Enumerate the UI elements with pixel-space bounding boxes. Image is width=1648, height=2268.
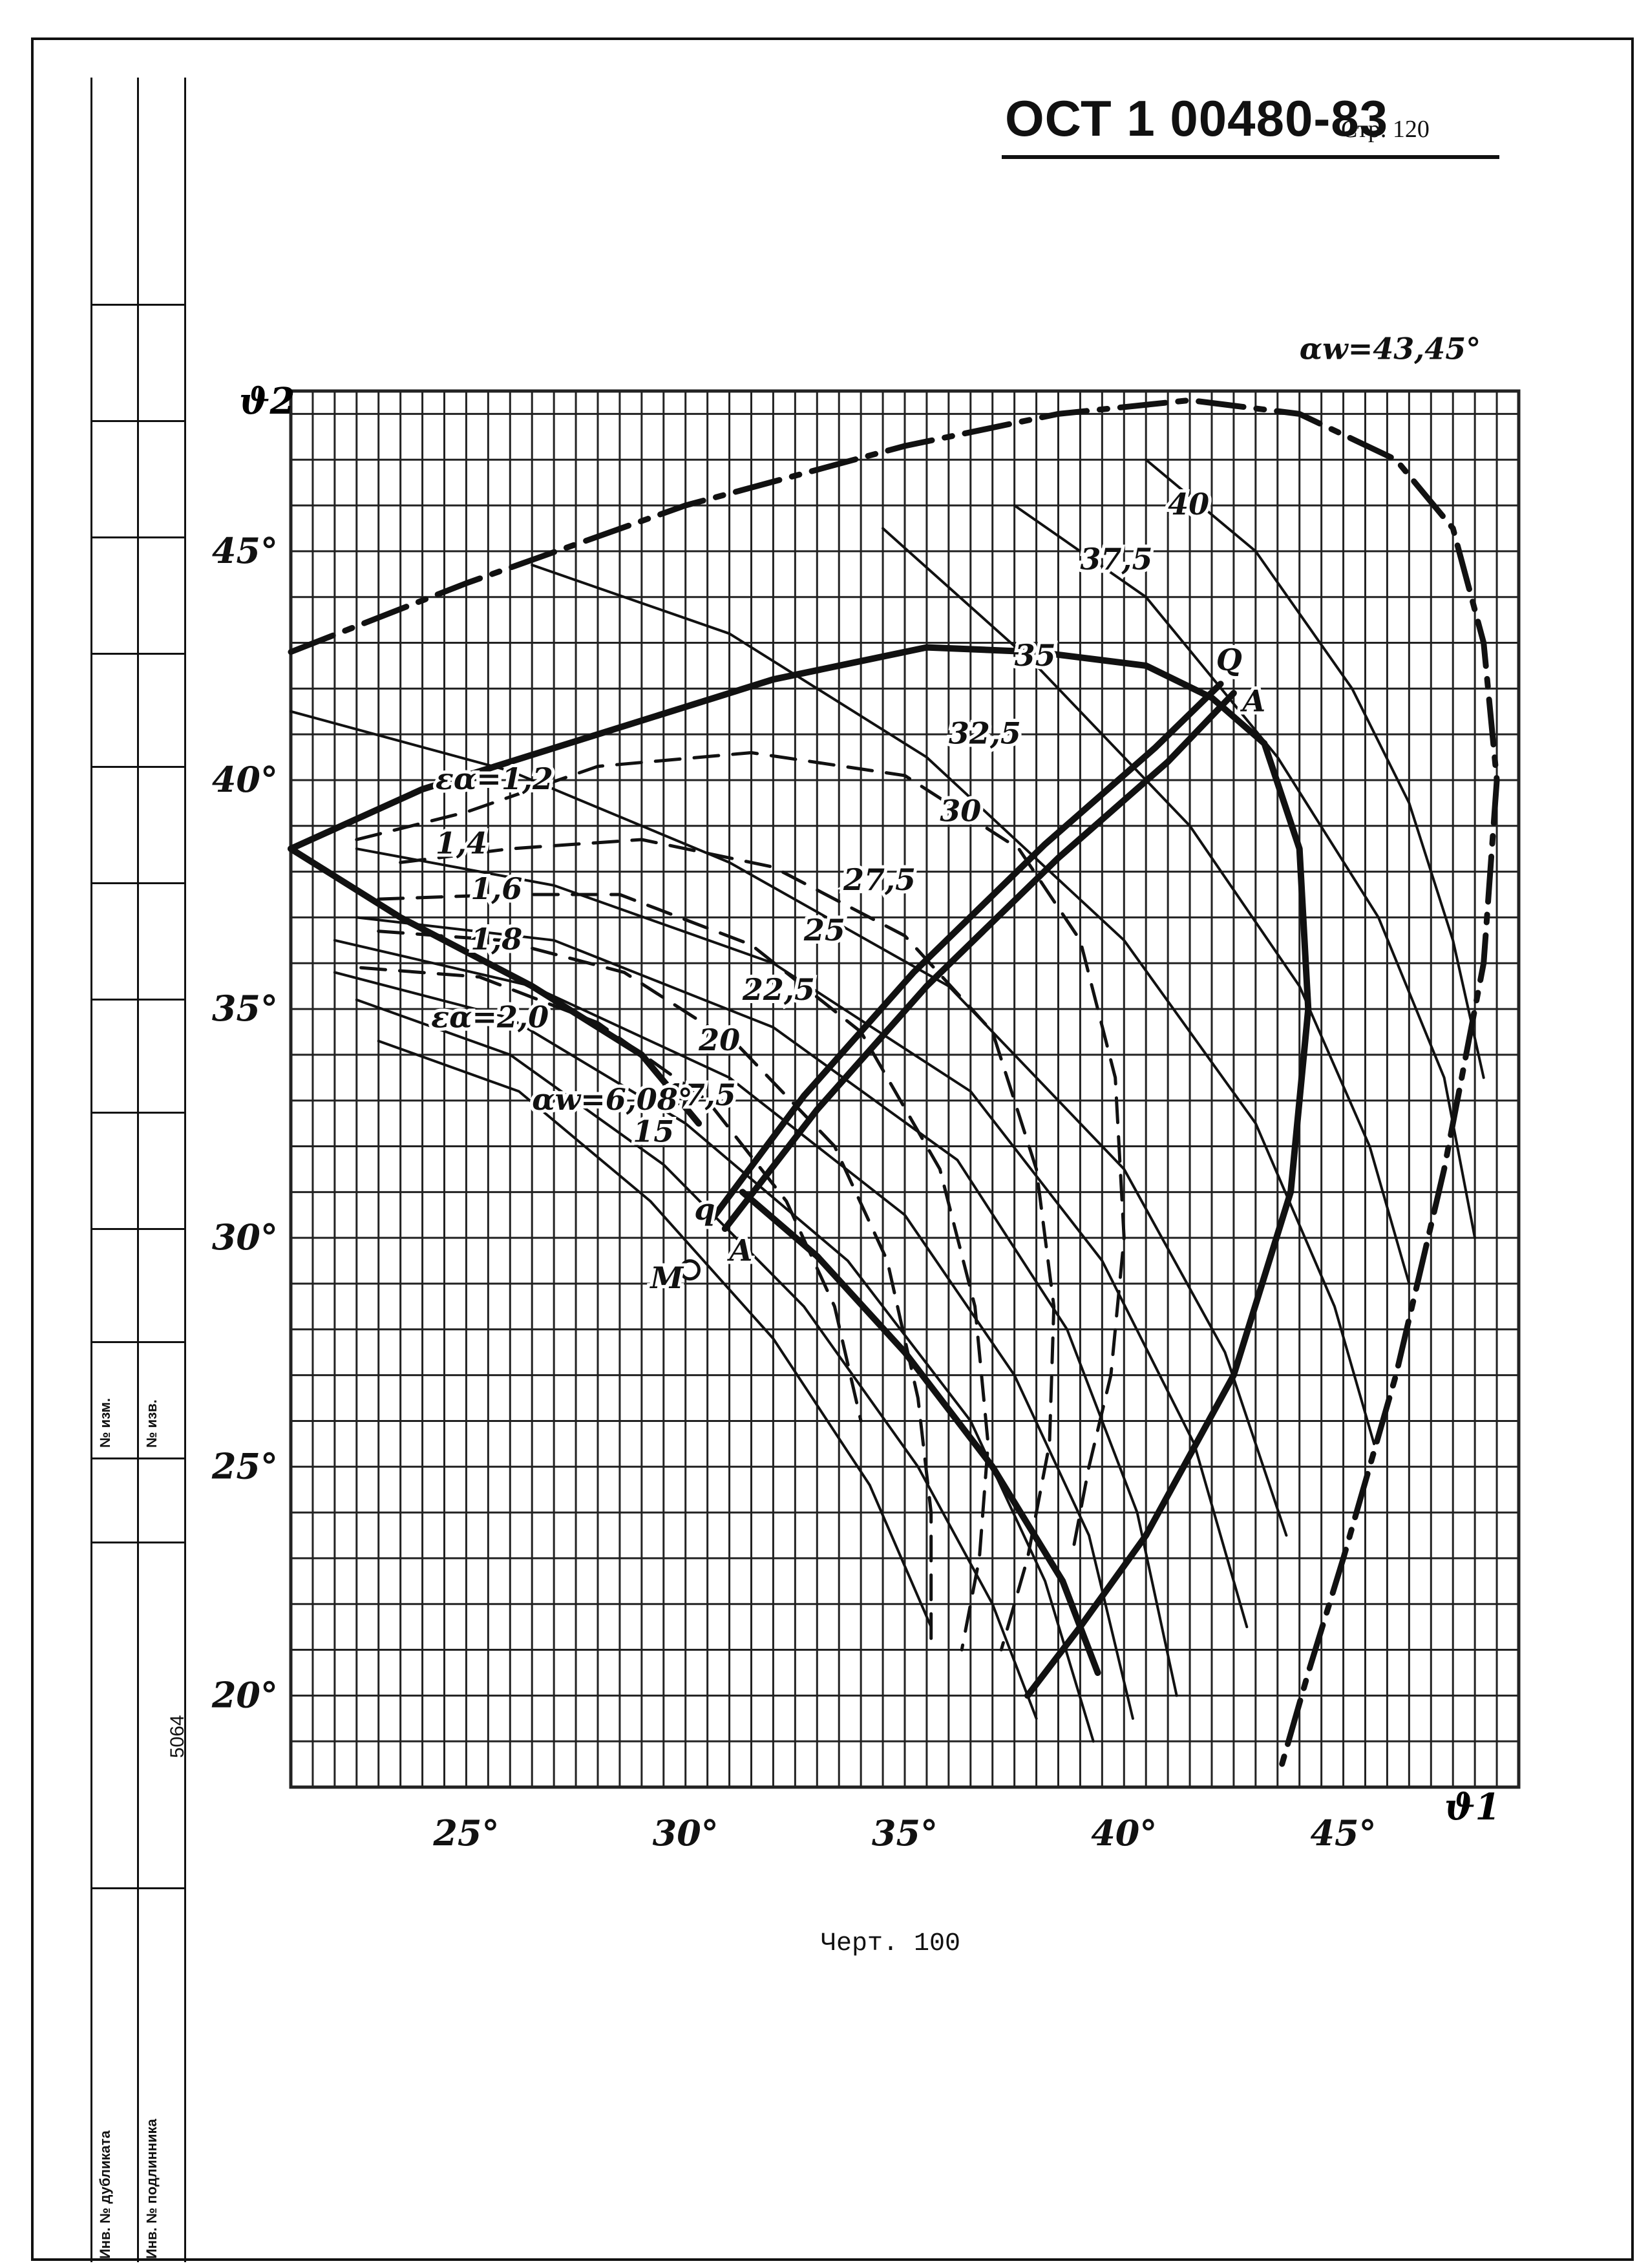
stamp-divider — [90, 304, 184, 306]
y-tick-label: 25° — [211, 1445, 278, 1487]
x-tick-label: 25° — [432, 1812, 499, 1854]
standard-number: ОСТ 1 00480-83 — [1005, 90, 1389, 147]
point-marker — [679, 1259, 701, 1281]
series-line-11 — [288, 397, 1500, 1768]
x-tick-label: 30° — [653, 1812, 719, 1854]
stamp-divider — [90, 1341, 184, 1343]
stamp-divider — [90, 420, 184, 422]
annotation-label: εα=2,0 — [431, 999, 549, 1034]
annotation-label: 17,5 — [664, 1077, 736, 1112]
series-line-2 — [882, 527, 1411, 1285]
stamp-divider — [90, 1887, 184, 1889]
x-tick-label: 35° — [872, 1812, 938, 1854]
x-axis-label: ϑ1 — [1444, 1786, 1501, 1828]
series-line-13 — [399, 838, 1056, 1651]
annotation-label: 15 — [633, 1114, 674, 1149]
series-line-18 — [288, 845, 703, 1127]
stamp-column-right — [184, 78, 233, 2262]
series-line-17 — [288, 644, 1312, 1699]
annotation-label: 40 — [1168, 487, 1209, 522]
annotation-label: 32,5 — [949, 715, 1021, 750]
annotation-label: M — [649, 1260, 684, 1295]
stamp-column-mid — [137, 78, 185, 2262]
annotation-label: 20 — [698, 1023, 740, 1057]
series-line-1 — [1013, 504, 1477, 1240]
annotation-label: 1,6 — [470, 871, 522, 906]
annotation-group: 40 37,5 35 32,5 30 27,5 25 22,520 17,515 εα=1,2 1,… — [428, 328, 1484, 1298]
stamp-divider — [90, 1542, 184, 1543]
annotation-label: q — [694, 1192, 715, 1227]
y-tick-label: 30° — [212, 1216, 278, 1258]
annotation-label: 1,4 — [436, 825, 487, 860]
tick-label-group: 25° 30° 35° 40° 45° 20° 25° 30° 35° 40° 45° — [211, 530, 1377, 1854]
y-axis-label: ϑ2 — [239, 380, 295, 423]
margin-stamp — [90, 78, 186, 2262]
x-tick-label: 45° — [1310, 1812, 1376, 1854]
y-tick-label: 35° — [212, 988, 278, 1029]
series-line-8 — [333, 971, 1095, 1743]
series-line-6 — [355, 916, 1178, 1697]
series-line-15 — [377, 929, 933, 1651]
annotation-label: Q — [1216, 642, 1242, 677]
series-line-21 — [739, 1189, 1101, 1676]
series-line-12 — [355, 751, 1126, 1560]
series-line-10 — [377, 1039, 933, 1629]
stamp-divider — [90, 999, 184, 1001]
y-tick-label: 20° — [211, 1674, 278, 1715]
x-tick-label: 40° — [1091, 1812, 1157, 1854]
header-rule — [1002, 155, 1499, 159]
series-line-19 — [721, 690, 1237, 1232]
series-line-3 — [531, 564, 1376, 1445]
stamp-divider — [90, 882, 184, 884]
page-label: Стр. 120 — [1341, 116, 1430, 143]
annotation-label: εα=1,2 — [436, 761, 553, 796]
stamp-divider — [90, 766, 184, 768]
annotation-label: 25 — [803, 913, 845, 948]
series-line-9 — [355, 998, 1038, 1720]
stamp-divider — [90, 536, 184, 538]
stamp-divider — [90, 1457, 184, 1459]
stamp-divider — [90, 653, 184, 655]
y-tick-label: 40° — [212, 759, 278, 800]
annotation-label: 27,5 — [843, 862, 916, 897]
y-tick-label: 45° — [212, 530, 278, 571]
stamp-divider — [90, 1228, 184, 1230]
annotation-label: A — [727, 1233, 753, 1268]
series-line-14 — [377, 893, 990, 1651]
annotation-label: 30 — [940, 794, 981, 829]
annotation-label: 37,5 — [1080, 542, 1152, 577]
series-line-20 — [708, 681, 1224, 1223]
annotation-label: A — [1240, 684, 1266, 719]
annotation-label: 35 — [1015, 638, 1056, 673]
series-group — [288, 397, 1500, 1768]
stamp-divider — [90, 1112, 184, 1114]
annotation-label: αw=43,45° — [1300, 331, 1481, 366]
series-line-0 — [1145, 458, 1485, 1079]
page-frame — [31, 37, 1634, 2261]
annotation-label: 1,8 — [470, 922, 522, 957]
figure-caption: Черт. 100 — [821, 1929, 961, 1958]
stamp-column-left — [90, 78, 139, 2262]
series-line-16 — [359, 966, 863, 1423]
annotation-label: 22,5 — [742, 972, 815, 1007]
annotation-label: αw=6,08° — [532, 1082, 693, 1117]
